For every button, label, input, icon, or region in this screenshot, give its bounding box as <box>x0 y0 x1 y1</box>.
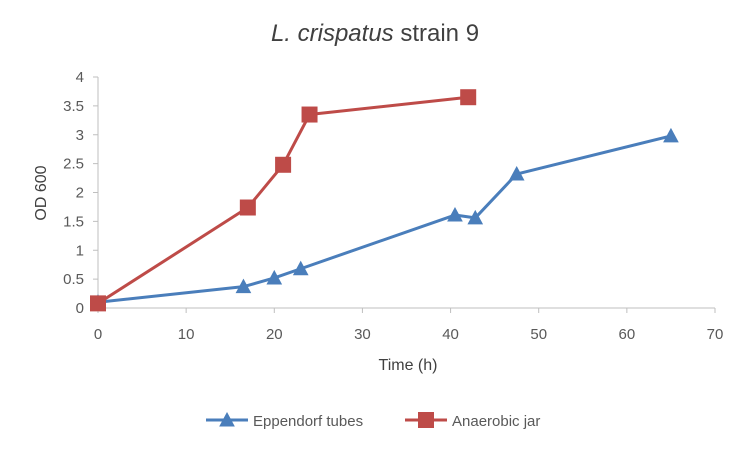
x-tick-label: 30 <box>354 326 371 343</box>
legend: Eppendorf tubes Anaerobic jar <box>206 411 540 430</box>
x-tick-label: 50 <box>530 326 547 343</box>
data-point-triangle <box>292 260 309 276</box>
axes: 00.511.522.533.540 10 20 30 40 50 60 70 <box>63 69 723 343</box>
y-tick-label: 1 <box>76 242 84 259</box>
data-point-triangle <box>447 206 463 222</box>
y-tick-label: 2.5 <box>63 156 84 173</box>
chart-title: L. crispatus strain 9 <box>0 20 750 48</box>
y-tick-label: 0.5 <box>63 271 84 288</box>
x-tick-label: 20 <box>266 326 283 343</box>
chart-title-italic: L. crispatus <box>270 20 394 47</box>
x-tick-label: 40 <box>442 326 459 343</box>
data-point-triangle <box>467 209 484 225</box>
legend-item: Eppendorf tubes <box>206 411 363 430</box>
legend-marker-square <box>418 412 434 428</box>
series-line <box>97 95 469 305</box>
series-layer <box>90 89 679 312</box>
legend-marker-triangle <box>219 411 235 427</box>
series-anaerobic-jar <box>90 89 477 312</box>
x-tick-label: 0 <box>94 326 102 343</box>
legend-label: Anaerobic jar <box>452 413 540 430</box>
data-point-square <box>301 106 318 123</box>
data-point-square <box>239 199 256 216</box>
data-point-triangle <box>663 127 679 143</box>
x-axis-label: Time (h) <box>379 357 438 374</box>
y-tick-label: 3.5 <box>63 98 84 115</box>
y-tick-label: 4 <box>76 69 84 86</box>
x-tick-label: 70 <box>707 326 724 343</box>
y-axis-label: OD 600 <box>33 165 50 220</box>
data-point-square <box>90 295 106 312</box>
x-tick-label: 10 <box>178 326 195 343</box>
series-line <box>97 134 672 304</box>
data-point-triangle <box>235 278 252 294</box>
legend-label: Eppendorf tubes <box>253 413 363 430</box>
legend-item: Anaerobic jar <box>405 412 540 430</box>
y-tick-label: 1.5 <box>63 213 84 230</box>
y-tick-label: 2 <box>76 185 84 202</box>
data-point-square <box>460 89 477 106</box>
data-point-triangle <box>266 269 283 285</box>
y-tick-label: 0 <box>76 300 84 317</box>
series-eppendorf-tubes <box>90 127 679 309</box>
data-point-square <box>275 156 292 173</box>
y-tick-label: 3 <box>76 127 84 144</box>
data-point-triangle <box>508 165 525 181</box>
chart-title-rest: strain 9 <box>393 20 480 47</box>
x-tick-label: 60 <box>619 326 636 343</box>
